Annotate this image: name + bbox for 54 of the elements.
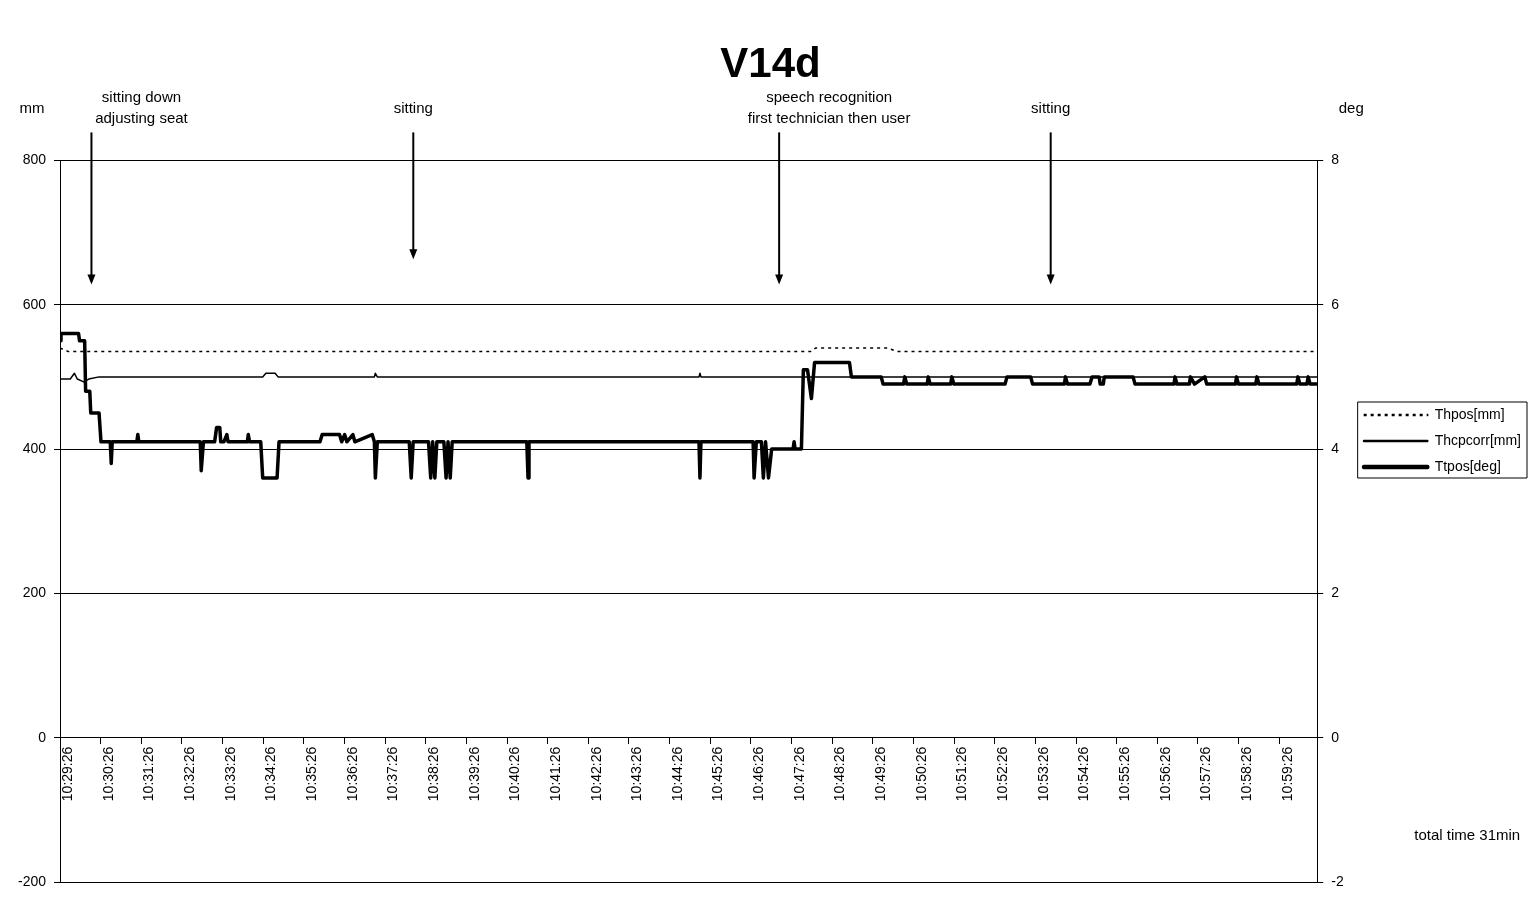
x-tick-label: 10:45:26: [709, 746, 726, 802]
x-tick-label: 10:56:26: [1156, 746, 1173, 802]
x-tick-label: 10:40:26: [506, 746, 523, 802]
x-tick-label: 10:58:26: [1237, 746, 1254, 802]
text: sitting down adjusting seat: [95, 88, 189, 127]
y-tick-label: 400: [22, 439, 47, 456]
x-tick-label: 10:32:26: [181, 746, 198, 802]
x-tick-label: 10:49:26: [872, 746, 889, 802]
x-tick-label: 10:48:26: [831, 746, 848, 802]
legend-label: Ttpos[deg]: [1434, 457, 1501, 474]
x-tick-label: 10:59:26: [1278, 746, 1295, 802]
x-tick-label: 10:30:26: [99, 746, 116, 802]
x-tick-label: 10:55:26: [1116, 746, 1133, 802]
chart-title: V14d: [720, 38, 821, 86]
x-tick-label: 10:50:26: [912, 746, 929, 802]
x-tick-label: 10:29:26: [59, 746, 76, 802]
x-tick-label: 10:47:26: [790, 746, 807, 802]
y2-tick-label: 4: [1331, 439, 1340, 456]
legend-label: Thpos[mm]: [1434, 405, 1505, 422]
y2-tick-label: 8: [1331, 151, 1340, 168]
x-tick-label: 10:44:26: [668, 746, 685, 802]
y2-tick-label: 0: [1331, 728, 1340, 745]
y2-tick-label: 2: [1331, 584, 1340, 601]
y2-tick-label: -2: [1331, 872, 1344, 889]
x-tick-label: 10:53:26: [1034, 746, 1051, 802]
y-tick-label: 800: [22, 151, 47, 168]
x-tick-label: 10:35:26: [303, 746, 320, 802]
x-tick-label: 10:36:26: [343, 746, 360, 802]
legend-label: Thcpcorr[mm]: [1434, 431, 1522, 448]
x-tick-label: 10:37:26: [384, 746, 401, 802]
y-tick-label: -200: [17, 872, 47, 889]
x-tick-label: 10:51:26: [953, 746, 970, 802]
x-tick-label: 10:33:26: [221, 746, 238, 802]
text: speech recognition first technician then user: [747, 88, 911, 127]
text: total time 31min: [1414, 826, 1521, 844]
y-tick-label: 200: [22, 584, 47, 601]
x-tick-label: 10:41:26: [547, 746, 564, 802]
x-tick-label: 10:31:26: [140, 746, 157, 802]
x-tick-label: 10:46:26: [750, 746, 767, 802]
y-axis-title: mm: [19, 98, 45, 116]
x-tick-label: 10:54:26: [1075, 746, 1092, 802]
y2-tick-label: 6: [1331, 295, 1340, 312]
x-tick-label: 10:39:26: [465, 746, 482, 802]
text: sitting: [1031, 98, 1071, 116]
y2-axis-title: deg: [1338, 98, 1364, 116]
x-tick-label: 10:38:26: [425, 746, 442, 802]
x-tick-label: 10:57:26: [1197, 746, 1214, 802]
y-tick-label: 0: [38, 728, 47, 745]
y-tick-label: 600: [22, 295, 47, 312]
text: sitting: [393, 98, 433, 116]
x-tick-label: 10:42:26: [587, 746, 604, 802]
x-tick-label: 10:34:26: [262, 746, 279, 802]
x-tick-label: 10:43:26: [628, 746, 645, 802]
x-tick-label: 10:52:26: [994, 746, 1011, 802]
